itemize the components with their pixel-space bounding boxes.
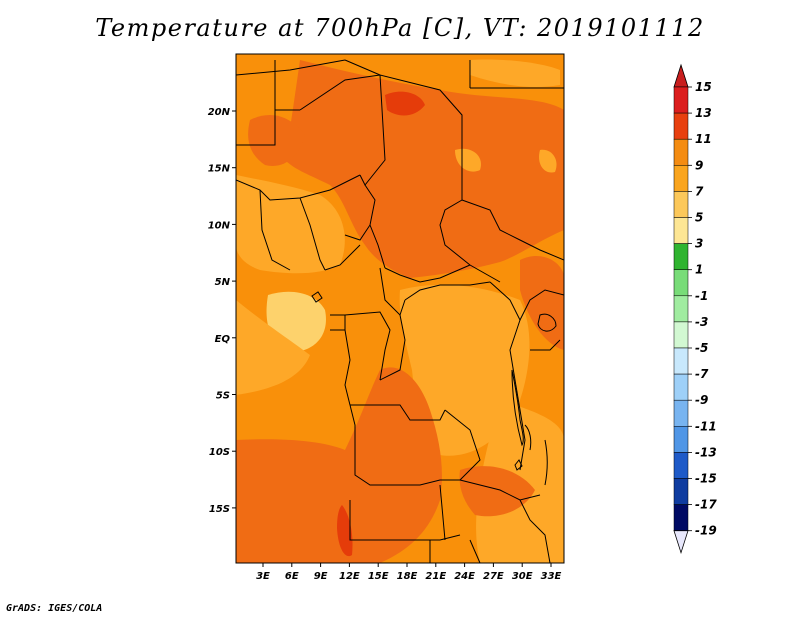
lat-label: 15N xyxy=(208,164,231,175)
field-hot-coast xyxy=(337,505,353,557)
colorbar-label: -13 xyxy=(695,445,717,459)
colorbar-label: -7 xyxy=(695,367,709,381)
lat-label: 10N xyxy=(208,220,231,231)
colorbar-label: 11 xyxy=(695,132,712,146)
colorbar-label: 9 xyxy=(695,158,703,172)
lon-label: 15E xyxy=(368,571,389,582)
lon-label: 27E xyxy=(483,571,504,582)
lat-label: 10S xyxy=(209,447,230,458)
colorbar-segment xyxy=(673,504,689,531)
lat-label: EQ xyxy=(215,334,231,345)
map-frame xyxy=(235,53,565,564)
colorbar-bottom-arrow xyxy=(673,530,689,555)
country-borders xyxy=(236,59,564,563)
colorbar-segment xyxy=(673,478,689,505)
colorbar-label: -17 xyxy=(695,498,717,512)
colorbar-label: -11 xyxy=(695,419,717,433)
lat-axis: 20N 15N 10N 5N EQ 5S 10S 15S xyxy=(208,107,236,515)
colorbar-label: -15 xyxy=(695,472,717,486)
colorbar-segment xyxy=(673,269,689,297)
colorbar-segment xyxy=(673,373,689,401)
field-hot-north xyxy=(385,91,425,116)
colorbar: 15 13 11 9 7 5 3 1 -1 -3 -5 -7 -9 -11 -13 -15 -17 -19 xyxy=(673,63,717,555)
field-west-africa xyxy=(236,175,345,274)
lon-label: 21E xyxy=(425,571,446,582)
lon-label: 24E xyxy=(454,571,475,582)
lat-label: 20N xyxy=(208,107,231,118)
lon-label: 33E xyxy=(541,571,562,582)
field-light-blob-1 xyxy=(455,148,481,172)
colorbar-label: 7 xyxy=(695,184,704,198)
colorbar-segment xyxy=(673,426,689,453)
colorbar-segment xyxy=(673,399,689,427)
field-warm-sahara xyxy=(285,60,564,278)
lon-label: 18E xyxy=(397,571,418,582)
lon-label: 3E xyxy=(256,571,270,582)
colorbar-label: -19 xyxy=(695,524,717,538)
colorbar-segment xyxy=(673,112,689,140)
field-light-blob-3 xyxy=(470,59,560,87)
colorbar-label: -1 xyxy=(695,289,708,303)
lon-label: 12E xyxy=(339,571,360,582)
field-warm-east-south xyxy=(459,466,535,517)
field-ocean-light xyxy=(236,300,310,395)
lon-label: 6E xyxy=(285,571,299,582)
colorbar-label: -9 xyxy=(695,393,708,407)
colorbar-label: -5 xyxy=(695,341,708,355)
field-warm-west-sahara xyxy=(248,115,305,166)
colorbar-segment xyxy=(673,295,689,323)
colorbar-segment xyxy=(673,347,689,375)
colorbar-label: 15 xyxy=(695,80,712,94)
colorbar-label: 1 xyxy=(695,263,703,277)
lon-axis: 3E 6E 9E 12E 15E 18E 21E 24E 27E 30E 33E xyxy=(256,563,562,582)
colorbar-segment xyxy=(673,321,689,349)
colorbar-segment xyxy=(673,86,689,114)
map-title: Temperature at 700hPa [C], VT: 201910111… xyxy=(95,14,705,42)
temperature-map xyxy=(236,54,564,563)
colorbar-top-arrow xyxy=(673,63,689,88)
colorbar-segment xyxy=(673,165,689,192)
lat-label: 15S xyxy=(209,504,230,515)
lat-label: 5S xyxy=(216,391,230,402)
field-light-blob-2 xyxy=(539,149,557,173)
colorbar-segment xyxy=(673,138,689,166)
lat-label: 5N xyxy=(215,277,231,288)
colorbar-segment xyxy=(673,243,689,270)
colorbar-segment xyxy=(673,452,689,479)
field-warm-south xyxy=(236,367,442,563)
colorbar-label: 5 xyxy=(695,211,703,225)
lon-label: 9E xyxy=(314,571,328,582)
colorbar-label: -3 xyxy=(695,315,708,329)
lakes xyxy=(311,291,557,486)
colorbar-label: 3 xyxy=(695,237,703,251)
colorbar-segment xyxy=(673,217,689,244)
colorbar-segment xyxy=(673,191,689,218)
grads-credit: GrADS: IGES/COLA xyxy=(6,603,103,614)
lon-label: 30E xyxy=(512,571,533,582)
colorbar-label: 13 xyxy=(695,106,712,120)
field-warm-east xyxy=(520,255,564,350)
